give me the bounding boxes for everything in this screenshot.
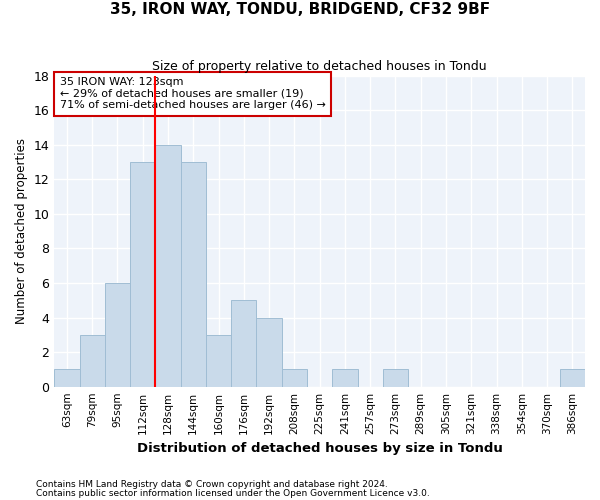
- Text: Contains public sector information licensed under the Open Government Licence v3: Contains public sector information licen…: [36, 488, 430, 498]
- Bar: [383, 370, 408, 386]
- Title: Size of property relative to detached houses in Tondu: Size of property relative to detached ho…: [152, 60, 487, 73]
- Bar: [105, 283, 130, 387]
- Text: 35, IRON WAY, TONDU, BRIDGEND, CF32 9BF: 35, IRON WAY, TONDU, BRIDGEND, CF32 9BF: [110, 2, 490, 18]
- Bar: [155, 144, 181, 386]
- Bar: [54, 370, 80, 386]
- Bar: [256, 318, 282, 386]
- Bar: [80, 335, 105, 386]
- Bar: [332, 370, 358, 386]
- Text: Contains HM Land Registry data © Crown copyright and database right 2024.: Contains HM Land Registry data © Crown c…: [36, 480, 388, 489]
- Bar: [181, 162, 206, 386]
- Bar: [282, 370, 307, 386]
- Y-axis label: Number of detached properties: Number of detached properties: [15, 138, 28, 324]
- Bar: [560, 370, 585, 386]
- X-axis label: Distribution of detached houses by size in Tondu: Distribution of detached houses by size …: [137, 442, 503, 455]
- Bar: [231, 300, 256, 386]
- Bar: [130, 162, 155, 386]
- Bar: [206, 335, 231, 386]
- Text: 35 IRON WAY: 123sqm
← 29% of detached houses are smaller (19)
71% of semi-detach: 35 IRON WAY: 123sqm ← 29% of detached ho…: [59, 77, 325, 110]
